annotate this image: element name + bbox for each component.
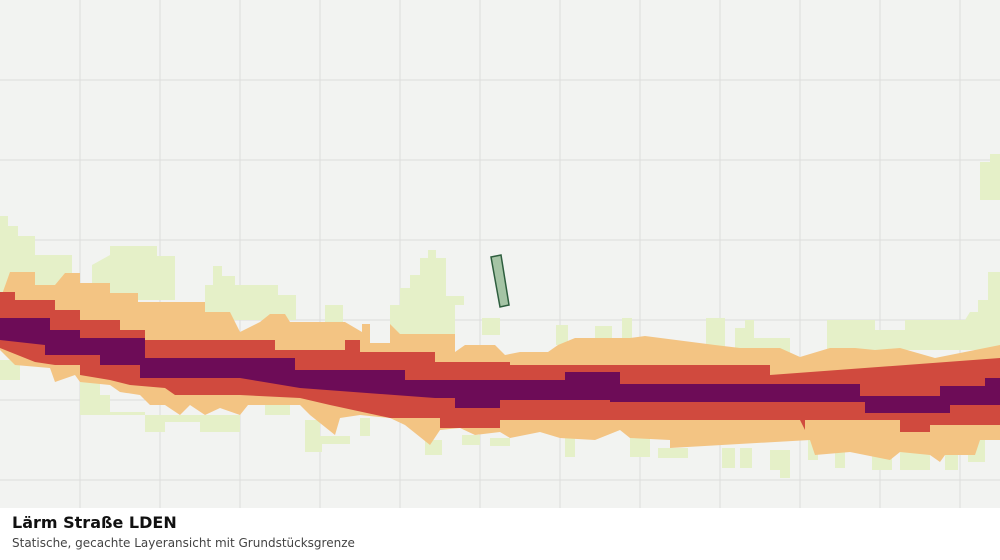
noise-zone-very-high [0,318,1000,413]
parcel-boundary [490,254,510,308]
caption-subtitle: Statische, gecachte Layeransicht mit Gru… [12,536,355,550]
caption-title: Lärm Straße LDEN [12,513,177,532]
caption: Lärm Straße LDEN Statische, gecachte Lay… [0,508,1000,560]
noise-map [0,0,1000,508]
